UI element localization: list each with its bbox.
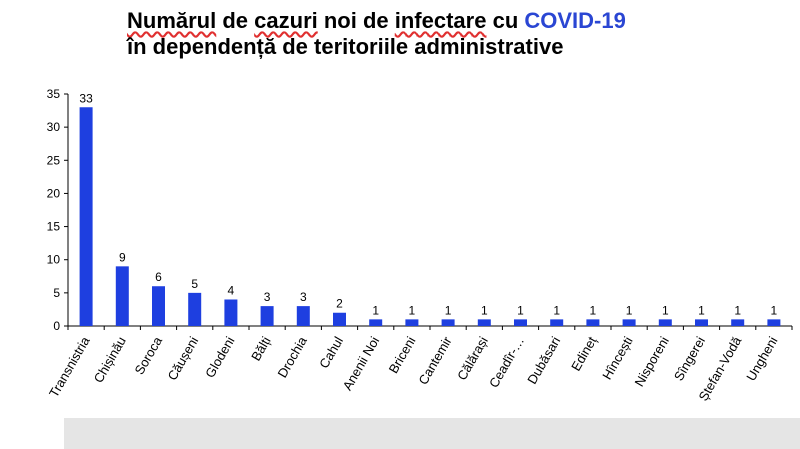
y-tick-label: 10 [47, 253, 61, 267]
category-label: Hîncești [599, 334, 636, 382]
category-label: Ungheni [743, 334, 780, 384]
title-word: cazuri [254, 8, 318, 33]
bar [369, 319, 383, 326]
data-label: 33 [79, 91, 93, 105]
bar [441, 319, 455, 326]
bar [152, 286, 165, 326]
bar [550, 319, 564, 326]
chart-panel [0, 0, 800, 418]
title-accent: COVID-19 [524, 8, 626, 33]
data-label: 6 [155, 270, 162, 284]
bar [477, 319, 491, 326]
bar [405, 319, 419, 326]
category-label: Ceadîr-… [486, 334, 527, 390]
chart-labels: 33Transnistria9Chișinău6Soroca5Căușeni4G… [46, 91, 781, 403]
title-word: noi de [317, 8, 395, 33]
data-label: 1 [771, 303, 778, 317]
category-label: Sîngerei [671, 334, 708, 384]
y-tick-label: 30 [47, 120, 61, 134]
data-label: 1 [626, 303, 633, 317]
bar [586, 319, 600, 326]
category-label: Soroca [132, 333, 166, 377]
data-label: 1 [409, 303, 416, 317]
y-tick-label: 35 [47, 87, 61, 101]
category-label: Drochia [275, 333, 311, 380]
bar [658, 319, 672, 326]
title-word: infectare [394, 8, 487, 33]
category-label: Căușeni [164, 334, 201, 383]
data-label: 1 [590, 303, 597, 317]
title-line-1: Numărul de cazuri noi de infectare cu CO… [127, 8, 626, 34]
category-label: Bălți [248, 334, 274, 363]
data-label: 1 [481, 303, 488, 317]
data-label: 1 [517, 303, 524, 317]
category-label: Dubăsari [524, 334, 563, 387]
y-tick-label: 20 [47, 186, 61, 200]
data-label: 3 [264, 290, 271, 304]
category-label: Briceni [386, 334, 419, 376]
data-label: 3 [300, 290, 307, 304]
category-label: Cantemir [415, 333, 455, 387]
data-label: 1 [553, 303, 560, 317]
category-label: Nisporeni [631, 334, 672, 389]
category-label: Glodeni [202, 334, 237, 380]
data-label: 1 [372, 303, 379, 317]
bar [731, 319, 745, 326]
bar [188, 292, 202, 326]
category-label: Chișinău [91, 334, 129, 385]
category-label: Edineț [568, 334, 600, 374]
y-tick-label: 25 [47, 153, 61, 167]
title-word: Numărul [127, 8, 217, 33]
category-label: Transnistria [46, 333, 93, 400]
data-label: 5 [191, 277, 198, 291]
panel-foot [0, 418, 64, 449]
data-label: 1 [734, 303, 741, 317]
category-label: Călărași [454, 334, 491, 383]
data-label: 1 [698, 303, 705, 317]
title-word: de [216, 8, 255, 33]
bar [622, 319, 636, 326]
title-line-2: în dependență de teritoriile administrat… [127, 34, 564, 59]
data-label: 4 [228, 283, 235, 297]
bar [296, 306, 310, 326]
bar [514, 319, 527, 326]
bar [333, 312, 346, 326]
y-tick-label: 15 [47, 220, 61, 234]
data-label: 1 [662, 303, 669, 317]
bar [767, 319, 781, 326]
data-label: 2 [336, 297, 343, 311]
data-label: 9 [119, 250, 126, 264]
bar [695, 319, 708, 326]
category-label: Anenii Noi [340, 334, 383, 393]
chart-title: Numărul de cazuri noi de infectare cu CO… [127, 8, 626, 60]
bar [79, 107, 93, 326]
bar [115, 266, 129, 326]
category-label: Cahul [316, 334, 346, 371]
y-tick-label: 0 [53, 319, 60, 333]
y-tick-label: 5 [53, 286, 60, 300]
data-label: 1 [445, 303, 452, 317]
title-word: cu [486, 8, 525, 33]
chart-bars [79, 107, 781, 326]
bar [224, 299, 238, 326]
bar [260, 306, 274, 326]
